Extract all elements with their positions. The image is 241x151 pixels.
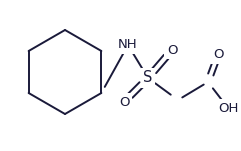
Text: O: O (213, 48, 223, 61)
Text: O: O (119, 95, 129, 109)
Text: O: O (167, 43, 177, 56)
Text: NH: NH (118, 39, 138, 51)
Text: OH: OH (218, 101, 238, 114)
Text: S: S (143, 71, 153, 85)
